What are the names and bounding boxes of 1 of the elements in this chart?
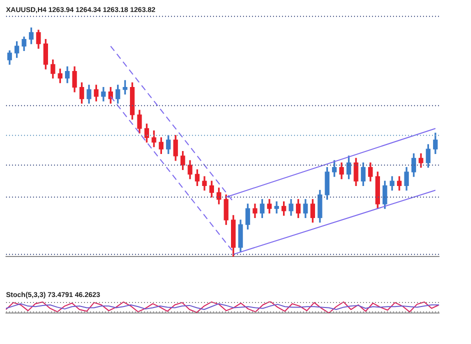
candlestick bbox=[122, 80, 128, 95]
